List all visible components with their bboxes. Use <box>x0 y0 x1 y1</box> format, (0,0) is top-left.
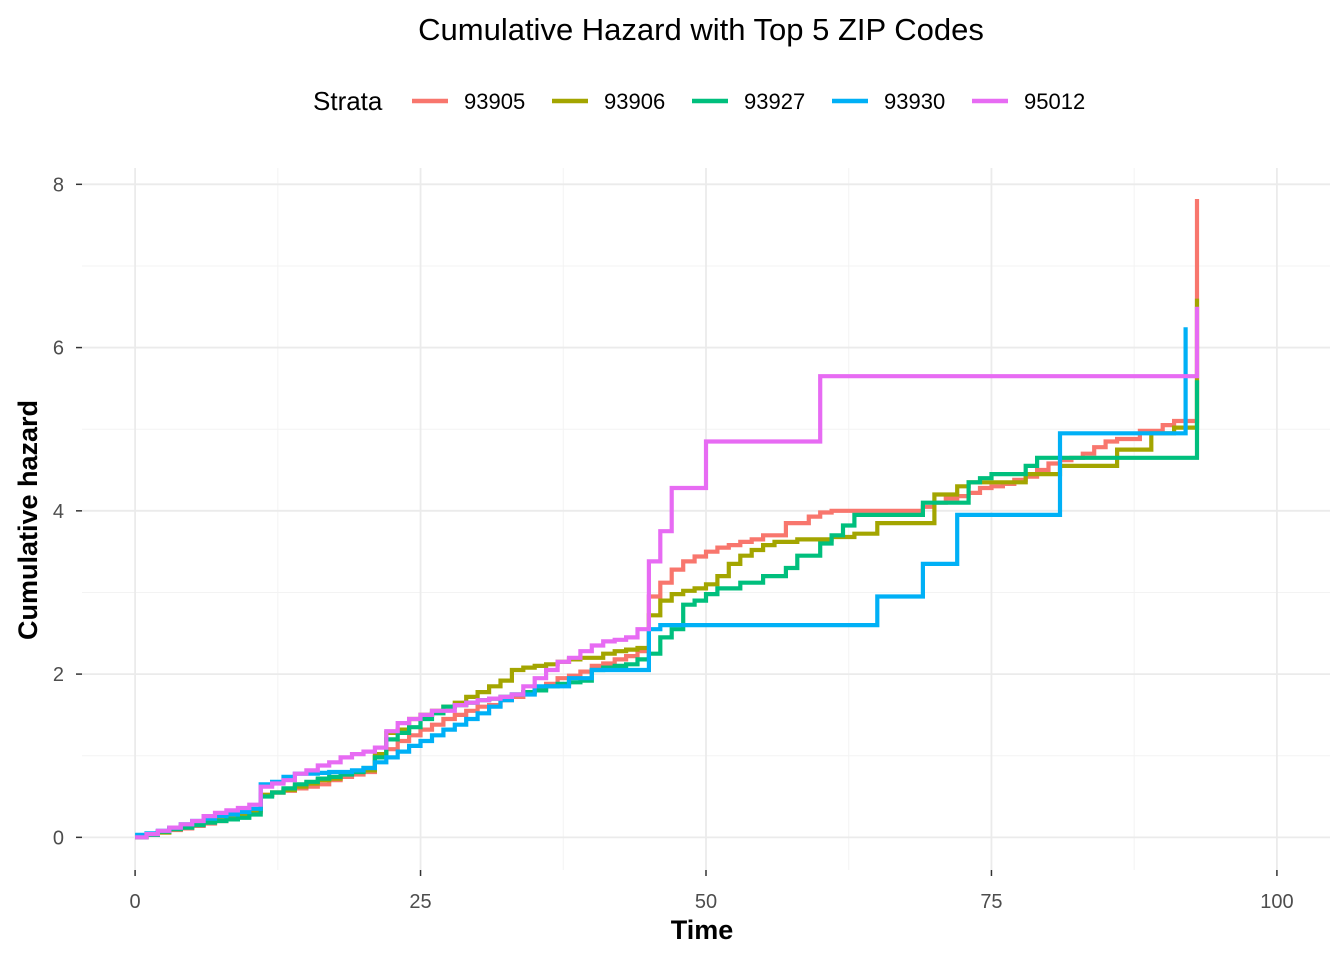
y-axis-title: Cumulative hazard <box>13 400 43 640</box>
legend-title: Strata <box>313 86 383 116</box>
y-tick-label: 8 <box>53 174 64 196</box>
legend: Strata 93905 93906 93927 93930 95012 <box>313 86 1085 116</box>
series-line-93927 <box>135 380 1200 840</box>
legend-label-95012: 95012 <box>1024 89 1085 114</box>
y-tick-label: 2 <box>53 664 64 686</box>
legend-label-93905: 93905 <box>464 89 525 114</box>
x-axis-title: Time <box>671 915 734 945</box>
x-tick-label: 0 <box>130 891 141 913</box>
y-tick-label: 0 <box>53 827 64 849</box>
legend-label-93906: 93906 <box>604 89 665 114</box>
legend-label-93927: 93927 <box>744 89 805 114</box>
x-tick-label: 50 <box>695 891 717 913</box>
series-line-93906 <box>135 298 1200 840</box>
x-tick-label: 75 <box>980 891 1002 913</box>
y-tick-label: 4 <box>53 501 64 523</box>
x-tick-label: 25 <box>409 891 431 913</box>
legend-label-93930: 93930 <box>884 89 945 114</box>
series-line-95012 <box>135 306 1200 840</box>
series-line-93905 <box>135 199 1200 840</box>
x-tick-label: 100 <box>1260 891 1293 913</box>
chart-title: Cumulative Hazard with Top 5 ZIP Codes <box>418 12 984 47</box>
y-tick-label: 6 <box>53 338 64 360</box>
